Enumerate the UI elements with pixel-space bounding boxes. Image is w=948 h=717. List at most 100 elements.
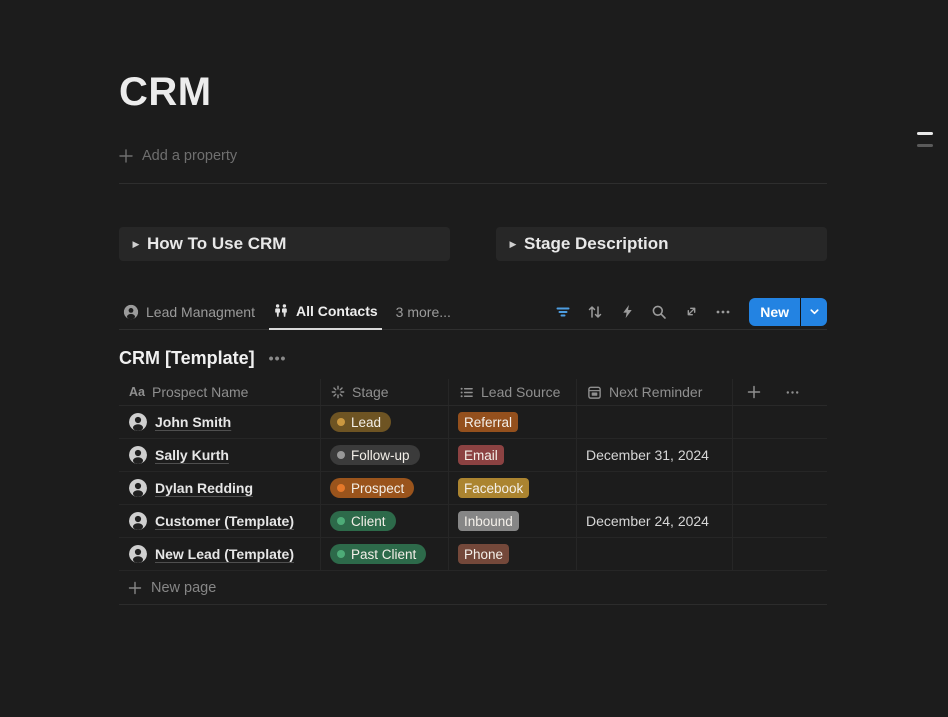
lead-source-cell[interactable]: Referral: [449, 406, 577, 438]
row-extra-cell[interactable]: [733, 406, 827, 438]
toggle-how-to-use-crm[interactable]: ▶ How To Use CRM: [119, 227, 450, 261]
lead-source-badge: Inbound: [458, 511, 519, 531]
tab-lead-managment[interactable]: Lead Managment: [119, 294, 259, 329]
toggle-label: How To Use CRM: [147, 234, 287, 253]
next-reminder-cell[interactable]: December 31, 2024: [577, 439, 733, 471]
new-page-button[interactable]: New page: [119, 571, 827, 605]
stage-cell[interactable]: Past Client: [321, 538, 449, 570]
lead-source-cell[interactable]: Email: [449, 439, 577, 471]
view-tab-bar: Lead Managment All Contacts 3 more...: [119, 294, 827, 330]
stage-pill: Follow-up: [330, 445, 420, 465]
sort-button[interactable]: [583, 300, 607, 324]
plus-icon: [747, 385, 761, 399]
stage-label: Follow-up: [351, 447, 410, 463]
section-divider: [119, 183, 827, 184]
search-button[interactable]: [647, 300, 671, 324]
tab-all-contacts[interactable]: All Contacts: [268, 294, 382, 330]
next-reminder-cell[interactable]: [577, 538, 733, 570]
toggle-triangle-icon: ▶: [509, 238, 517, 249]
table-settings-button[interactable]: [783, 383, 801, 401]
table-row: Sally Kurth Follow-up Email December 31,…: [119, 439, 827, 472]
stage-cell[interactable]: Follow-up: [321, 439, 449, 471]
search-icon: [652, 305, 667, 319]
add-property-button[interactable]: Add a property: [119, 146, 827, 166]
tab-more-views[interactable]: 3 more...: [392, 294, 455, 329]
toggle-label: Stage Description: [524, 234, 669, 253]
more-icon: [786, 390, 798, 394]
stage-pill: Past Client: [330, 544, 427, 564]
status-dot-icon: [337, 418, 345, 426]
page-title[interactable]: CRM: [119, 70, 212, 114]
page-outline-indicator[interactable]: [917, 132, 933, 147]
lead-source-cell[interactable]: Inbound: [449, 505, 577, 537]
row-extra-cell[interactable]: [733, 505, 827, 537]
plus-icon: [128, 581, 142, 594]
prospect-name-cell[interactable]: New Lead (Template): [119, 538, 321, 570]
toggle-triangle-icon: ▶: [132, 238, 140, 249]
table-row: Customer (Template) Client Inbound Decem…: [119, 505, 827, 538]
table-title[interactable]: CRM [Template]: [119, 347, 255, 368]
column-label: Stage: [352, 384, 389, 400]
lead-source-badge: Facebook: [458, 478, 530, 498]
prospect-name-cell[interactable]: John Smith: [119, 406, 321, 438]
stage-cell[interactable]: Lead: [321, 406, 449, 438]
lead-source-cell[interactable]: Facebook: [449, 472, 577, 504]
chevron-down-icon: [809, 309, 819, 315]
status-dot-icon: [337, 484, 345, 492]
status-dot-icon: [337, 550, 345, 558]
stage-label: Past Client: [351, 546, 417, 562]
lead-source-cell[interactable]: Phone: [449, 538, 577, 570]
stage-cell[interactable]: Client: [321, 505, 449, 537]
stage-label: Prospect: [351, 480, 405, 496]
reminder-date: December 24, 2024: [586, 513, 709, 529]
table-header-row: Aa Prospect Name Stage Lead Source: [119, 379, 827, 406]
new-dropdown-button[interactable]: [801, 297, 827, 326]
people-icon: [275, 304, 287, 317]
column-header-prospect-name[interactable]: Aa Prospect Name: [119, 379, 321, 405]
person-avatar-icon: [129, 413, 147, 431]
column-header-next-reminder[interactable]: Next Reminder: [577, 379, 733, 405]
prospect-name-cell[interactable]: Customer (Template): [119, 505, 321, 537]
new-button-divider: [800, 297, 801, 326]
column-header-stage[interactable]: Stage: [321, 379, 449, 405]
status-dot-icon: [337, 517, 345, 525]
text-icon: Aa: [129, 385, 145, 399]
row-extra-cell[interactable]: [733, 439, 827, 471]
add-column-button[interactable]: [745, 383, 763, 401]
outline-bar-icon: [917, 144, 933, 147]
plus-icon: [119, 149, 133, 163]
column-label: Next Reminder: [609, 384, 703, 400]
stage-cell[interactable]: Prospect: [321, 472, 449, 504]
person-avatar-icon: [129, 512, 147, 530]
reminder-date: December 31, 2024: [586, 447, 709, 463]
zap-icon: [622, 304, 632, 319]
person-avatar-icon: [129, 479, 147, 497]
tab-label: 3 more...: [395, 303, 451, 320]
toggle-stage-description[interactable]: ▶ Stage Description: [496, 227, 827, 261]
prospect-name: Sally Kurth: [155, 447, 229, 463]
prospect-name: New Lead (Template): [155, 546, 294, 562]
stage-pill: Prospect: [330, 478, 415, 498]
next-reminder-cell[interactable]: [577, 472, 733, 504]
status-icon: [331, 385, 345, 399]
prospect-name: John Smith: [155, 414, 232, 430]
next-reminder-cell[interactable]: [577, 406, 733, 438]
automation-button[interactable]: [615, 300, 639, 324]
new-page-label: New page: [151, 579, 217, 596]
tab-label: Lead Managment: [146, 303, 255, 320]
prospect-name-cell[interactable]: Sally Kurth: [119, 439, 321, 471]
expand-button[interactable]: [679, 300, 703, 324]
table-options-button[interactable]: •••: [268, 350, 287, 366]
header-actions: [733, 379, 827, 405]
row-extra-cell[interactable]: [733, 538, 827, 570]
prospect-name: Customer (Template): [155, 513, 294, 529]
row-extra-cell[interactable]: [733, 472, 827, 504]
next-reminder-cell[interactable]: December 24, 2024: [577, 505, 733, 537]
view-options-button[interactable]: [711, 300, 735, 324]
more-icon: [716, 310, 730, 313]
prospect-name-cell[interactable]: Dylan Redding: [119, 472, 321, 504]
new-button[interactable]: New: [749, 297, 800, 326]
column-header-lead-source[interactable]: Lead Source: [449, 379, 577, 405]
filter-button[interactable]: [551, 300, 575, 324]
person-circle-icon: [123, 304, 139, 319]
